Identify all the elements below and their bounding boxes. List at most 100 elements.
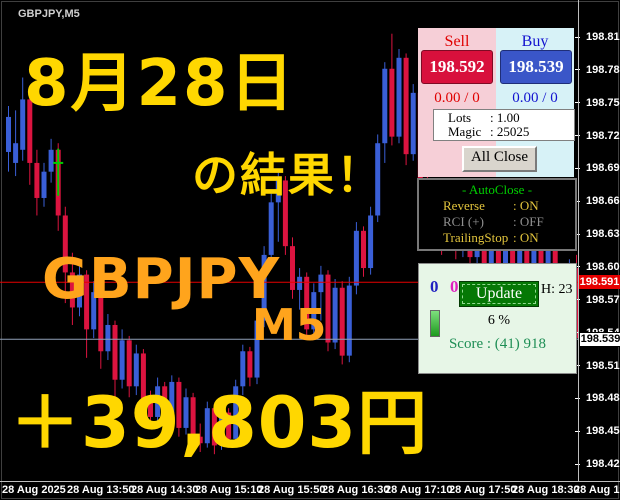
update-button[interactable]: Update [459,281,539,307]
candle-body [403,57,409,155]
candle-body [325,274,331,343]
autoclose-title: - AutoClose - [461,182,533,197]
buy-label: Buy [521,33,549,50]
candle-body [98,292,104,352]
candle-body [290,246,295,290]
candle-body [396,57,402,137]
price-tick-mark [575,430,580,432]
lots-value: : 1.00 [490,110,520,125]
candle-body [27,99,33,163]
candle-body [84,274,90,330]
candle-body [190,397,196,437]
price-tick-mark [575,299,580,301]
price-axis-separator [578,0,579,482]
candle-body [133,353,139,387]
autoclose-row-label: Reverse [443,198,485,213]
autoclose-row-state: : ON [513,230,539,245]
candle-body [524,239,530,279]
price-axis-label: 198.455 [586,425,620,438]
candle-body [211,408,217,446]
magic-label: Magic [448,124,482,139]
candle-body [226,412,232,439]
price-axis-label: 198.665 [586,195,620,208]
candle-body [77,274,82,308]
price-tick-mark [575,397,580,399]
price-axis-label: 198.815 [586,31,620,43]
price-axis-label: 198.575 [586,293,620,306]
candle-body [339,287,345,356]
buy-position-stats: 0.00 / 0 [512,90,558,106]
candle-body [20,99,26,150]
update-button-label: Update [462,284,536,304]
time-axis-label: 28 Aug 19 [574,484,620,496]
price-axis-label: 198.635 [586,228,620,241]
candle-body [204,408,210,444]
price-axis-label: 198.425 [586,458,620,471]
candle-body [332,287,338,343]
candle-body [126,340,132,387]
autoclose-settings-list: Reverse: ON RCI (+): OFF TrailingStop: ON [419,198,575,246]
score-label: Score : (41) 918 [448,336,547,352]
autoclose-row: Reverse : ON [419,198,575,214]
candle-body [282,180,288,247]
candle-body [183,397,189,428]
price-tick-mark [575,266,580,268]
overlay-timeframe-text: M5 [252,300,327,351]
candle-body [140,353,146,400]
sell-position-stats: 0.00 / 0 [434,90,480,106]
price-tick-mark [575,102,580,104]
candle-body [91,292,97,330]
candle-body [6,116,11,152]
price-axis-label: 198.605 [586,260,620,273]
candle-body [162,386,168,424]
sell-price-button[interactable]: 198.592 [421,50,493,84]
candle-body [268,202,274,255]
autoclose-row-label: TrailingStop [443,230,509,245]
price-tick-mark [575,167,580,169]
candle-body [318,274,324,293]
candle-body [48,149,54,172]
chart-symbol-label: GBPJPY,M5 [18,8,80,20]
percent-label: 6 % [487,313,511,328]
candle-body [261,254,267,321]
buy-price-button[interactable]: 198.539 [500,50,572,84]
price-tick-mark [575,365,580,366]
candle-body [353,230,359,286]
price-tick-mark [575,332,580,334]
magic-row: Magic : 25025 [448,125,574,139]
price-axis-label: 198.785 [586,63,620,76]
lots-magic-box: Lots: 1.00 Magic: 25025 [433,109,575,141]
price-axis-label: 198.515 [586,359,620,372]
candle-body [41,171,47,198]
overlay-result-text: の結果！ [192,148,384,202]
candle-body [233,386,239,439]
candle-body [311,292,317,330]
candle-body [531,246,537,279]
candle-body [169,381,175,424]
candle-body [510,235,516,273]
hour-label: H: 23 [541,282,573,297]
autoclose-row-state: : ON [513,198,539,213]
autoclose-row-label: RCI (+) [443,214,484,229]
buy-count: 0 [430,277,439,296]
ask-price-tag: 198.591 [579,275,620,290]
candle-body [368,215,374,269]
candle-body [254,320,260,378]
autoclose-row: TrailingStop : ON [419,230,575,246]
price-tick-mark [575,463,580,465]
overlay-profit-text: ＋39,803円 [10,382,429,464]
time-axis-label: 28 Aug 17:50 [449,484,517,496]
autoclose-panel: - AutoClose - Reverse: ON RCI (+): OFF Tra… [417,178,577,251]
price-tick-mark [575,135,580,137]
candle-body [240,351,246,387]
candle-body [389,68,395,137]
magic-value: : 25025 [490,124,530,139]
candle-body [69,272,75,308]
candle-body [219,412,224,446]
bid-price-tag: 198.539 [579,332,620,348]
candle-body [34,162,40,198]
all-close-button[interactable]: All Close [462,146,537,172]
time-axis-label: 28 Aug 15:10 [195,484,263,496]
candle-body [297,276,303,290]
